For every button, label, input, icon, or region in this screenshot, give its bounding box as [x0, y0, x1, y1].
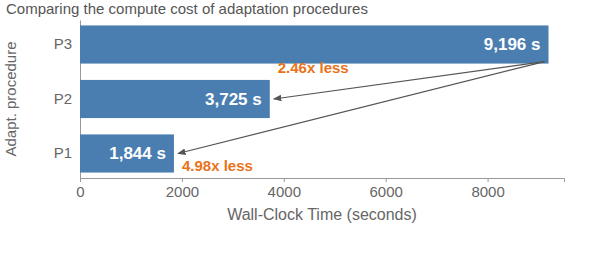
- data-label: 3,725 s: [205, 90, 262, 109]
- bar: [80, 134, 174, 172]
- x-tick: 8000: [471, 178, 504, 200]
- annotation-arrow: [178, 62, 545, 154]
- x-tick-label: 6000: [369, 183, 402, 200]
- title: Comparing the compute cost of adaptation…: [6, 0, 368, 17]
- x-tick-mark: [386, 178, 387, 182]
- x-tick: 2000: [166, 178, 199, 200]
- annotations: 2.46x less 4.98x less: [178, 59, 545, 174]
- x-tick-label: 0: [76, 183, 84, 200]
- x-tick-mark: [488, 178, 489, 182]
- y-tick-label: P2: [54, 90, 72, 107]
- x-tick: 4000: [268, 178, 301, 200]
- x-axis: 0 2000 4000 6000 8000: [76, 178, 564, 200]
- x-axis-line: [81, 179, 565, 183]
- x-tick-mark: [182, 178, 183, 182]
- bars: [80, 25, 549, 172]
- y-tick: P3: [54, 35, 80, 52]
- y-tick: P1: [54, 144, 80, 161]
- annotation: 4.98x less: [182, 157, 253, 174]
- x-axis-title: Wall-Clock Time (seconds): [227, 206, 417, 223]
- y-axis: P3 P2 P1: [54, 21, 81, 179]
- y-axis-title: Adapt. procedure: [2, 41, 19, 156]
- x-tick-label: 2000: [166, 183, 199, 200]
- y-tick-label: P3: [54, 35, 72, 52]
- data-label: 1,844 s: [109, 144, 166, 163]
- x-tick-label: 4000: [268, 183, 301, 200]
- data-labels: 9,196 s 3,725 s 1,844 s: [109, 35, 540, 163]
- background: [0, 0, 608, 260]
- x-tick: 0: [76, 178, 84, 200]
- annotation: 2.46x less: [278, 59, 349, 76]
- y-tick: P2: [54, 90, 80, 107]
- plot: 0 2000 4000 6000 8000 P3 P2 P1 Wall-Clock Time (…: [2, 21, 565, 224]
- data-label: 9,196 s: [484, 35, 541, 54]
- x-tick: 6000: [369, 178, 402, 200]
- y-tick-label: P1: [54, 144, 72, 161]
- x-tick-mark: [80, 178, 81, 182]
- bar: [80, 80, 270, 118]
- x-tick-mark: [284, 178, 285, 182]
- x-tick-label: 8000: [471, 183, 504, 200]
- bar: [80, 25, 549, 63]
